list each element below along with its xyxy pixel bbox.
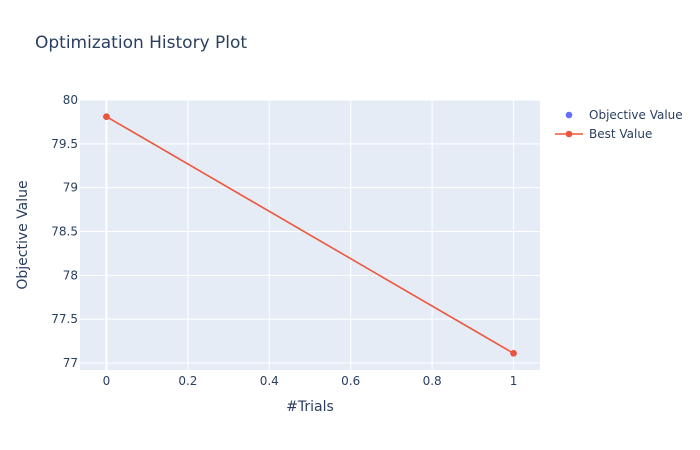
x-tick-label: 0.4	[260, 374, 279, 388]
legend-item-best-value: Best Value	[589, 127, 652, 141]
legend[interactable]: Objective Value Best Value	[555, 108, 683, 141]
x-tick-label: 0.2	[178, 374, 197, 388]
y-tick-label: 78.5	[51, 224, 78, 238]
best-value-point	[103, 113, 110, 120]
x-axis-title: #Trials	[286, 399, 334, 415]
legend-swatch-marker	[565, 111, 573, 119]
y-tick-label: 77.5	[51, 312, 78, 326]
legend-item-objective-value: Objective Value	[589, 108, 683, 122]
y-tick-label: 78	[63, 268, 78, 282]
y-tick-label: 80	[63, 93, 78, 107]
y-tick-label: 79	[63, 181, 78, 195]
x-tick-labels: 0 0.2 0.4 0.6 0.8 1	[103, 374, 518, 388]
grid-lines	[80, 99, 540, 370]
x-tick-label: 0.8	[423, 374, 442, 388]
y-tick-label: 79.5	[51, 137, 78, 151]
data-series[interactable]	[103, 113, 517, 357]
x-tick-label: 0.6	[341, 374, 360, 388]
x-tick-label: 0	[103, 374, 111, 388]
x-tick-label: 1	[510, 374, 518, 388]
legend-swatch-marker	[565, 130, 573, 138]
best-value-point	[510, 350, 517, 357]
y-axis-title: Objective Value	[15, 180, 31, 289]
y-tick-labels: 77 77.5 78 78.5 79 79.5 80	[51, 93, 78, 370]
best-value-line	[106, 115, 514, 355]
chart-title: Optimization History Plot	[35, 33, 248, 53]
y-tick-label: 77	[63, 356, 78, 370]
